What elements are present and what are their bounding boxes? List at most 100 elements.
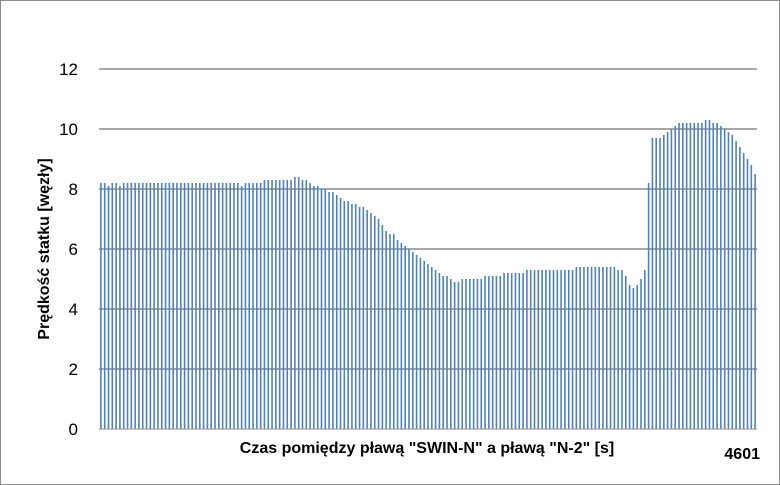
bar bbox=[218, 183, 220, 429]
bar bbox=[491, 276, 494, 429]
bar bbox=[149, 183, 152, 429]
bar bbox=[252, 183, 254, 429]
bar bbox=[480, 279, 483, 429]
bar bbox=[404, 246, 406, 429]
bar bbox=[244, 183, 247, 429]
bar bbox=[605, 267, 608, 429]
bar bbox=[423, 261, 425, 429]
bar bbox=[145, 183, 148, 429]
gridlines bbox=[99, 68, 757, 370]
bar bbox=[529, 270, 532, 429]
bar bbox=[609, 267, 612, 429]
bar bbox=[682, 123, 684, 429]
bar bbox=[434, 270, 437, 429]
bar bbox=[122, 183, 125, 429]
bar bbox=[457, 282, 460, 429]
bar bbox=[141, 183, 144, 429]
bar bbox=[103, 183, 106, 429]
bar bbox=[510, 273, 513, 429]
y-tick-label: 0 bbox=[69, 420, 78, 439]
bar bbox=[632, 288, 635, 429]
bar bbox=[419, 258, 422, 429]
bar bbox=[548, 270, 551, 429]
bar bbox=[727, 132, 730, 429]
bar bbox=[499, 276, 502, 429]
bar bbox=[602, 267, 604, 429]
bar bbox=[316, 186, 319, 429]
bar bbox=[377, 219, 380, 429]
bar bbox=[392, 234, 395, 429]
bar bbox=[636, 285, 638, 429]
bar bbox=[305, 180, 308, 429]
bar bbox=[628, 285, 631, 429]
bar bbox=[153, 183, 155, 429]
y-axis-ticks: 0 2 4 6 8 10 12 bbox=[59, 60, 78, 439]
bar bbox=[160, 183, 163, 429]
bar bbox=[708, 120, 711, 429]
bar bbox=[617, 270, 619, 429]
bar bbox=[507, 273, 509, 429]
bar bbox=[560, 270, 562, 429]
bar bbox=[206, 183, 209, 429]
bar bbox=[689, 123, 692, 429]
bar bbox=[198, 183, 201, 429]
bar bbox=[659, 138, 661, 429]
bar bbox=[693, 123, 696, 429]
bar bbox=[465, 279, 467, 429]
bar bbox=[275, 180, 277, 429]
bar bbox=[750, 165, 753, 429]
bar bbox=[613, 267, 616, 429]
bar bbox=[450, 279, 452, 429]
bar bbox=[571, 270, 574, 429]
y-tick-label: 2 bbox=[69, 360, 78, 379]
bar bbox=[233, 183, 235, 429]
bar bbox=[389, 234, 391, 429]
bar bbox=[739, 147, 741, 429]
bar bbox=[157, 183, 159, 429]
bar bbox=[484, 276, 486, 429]
bar bbox=[488, 276, 490, 429]
y-axis-title: Prędkość statku [węzły] bbox=[36, 158, 53, 339]
bar bbox=[290, 180, 292, 429]
bar bbox=[115, 183, 117, 429]
bar bbox=[240, 186, 243, 429]
bar bbox=[754, 174, 756, 429]
bar bbox=[221, 183, 224, 429]
bar bbox=[438, 273, 441, 429]
bar bbox=[533, 270, 536, 429]
bar bbox=[442, 276, 445, 429]
bar bbox=[294, 177, 296, 429]
bar bbox=[701, 123, 703, 429]
bar bbox=[119, 186, 121, 429]
bar bbox=[400, 243, 403, 429]
bar bbox=[431, 267, 433, 429]
bar bbox=[332, 192, 334, 429]
bar bbox=[225, 183, 228, 429]
bar bbox=[670, 129, 673, 429]
bar bbox=[237, 183, 239, 429]
bar bbox=[328, 192, 330, 429]
bar bbox=[575, 267, 578, 429]
bar bbox=[176, 183, 178, 429]
bar bbox=[347, 201, 349, 429]
bar bbox=[172, 183, 174, 429]
bar bbox=[130, 183, 133, 429]
bar bbox=[453, 282, 456, 429]
bar bbox=[742, 153, 745, 429]
bar bbox=[746, 159, 749, 429]
bar bbox=[271, 180, 273, 429]
bar bbox=[541, 270, 543, 429]
x-tick-label: 4601 bbox=[724, 446, 760, 463]
bar bbox=[651, 138, 654, 429]
bar bbox=[503, 273, 505, 429]
bar bbox=[339, 198, 342, 429]
bar bbox=[704, 120, 707, 429]
bar bbox=[624, 276, 627, 429]
bar bbox=[723, 129, 726, 429]
bar bbox=[282, 180, 285, 429]
bar bbox=[335, 195, 338, 429]
bar bbox=[518, 273, 521, 429]
bar bbox=[100, 183, 102, 429]
bar bbox=[168, 183, 171, 429]
bar bbox=[324, 189, 327, 429]
